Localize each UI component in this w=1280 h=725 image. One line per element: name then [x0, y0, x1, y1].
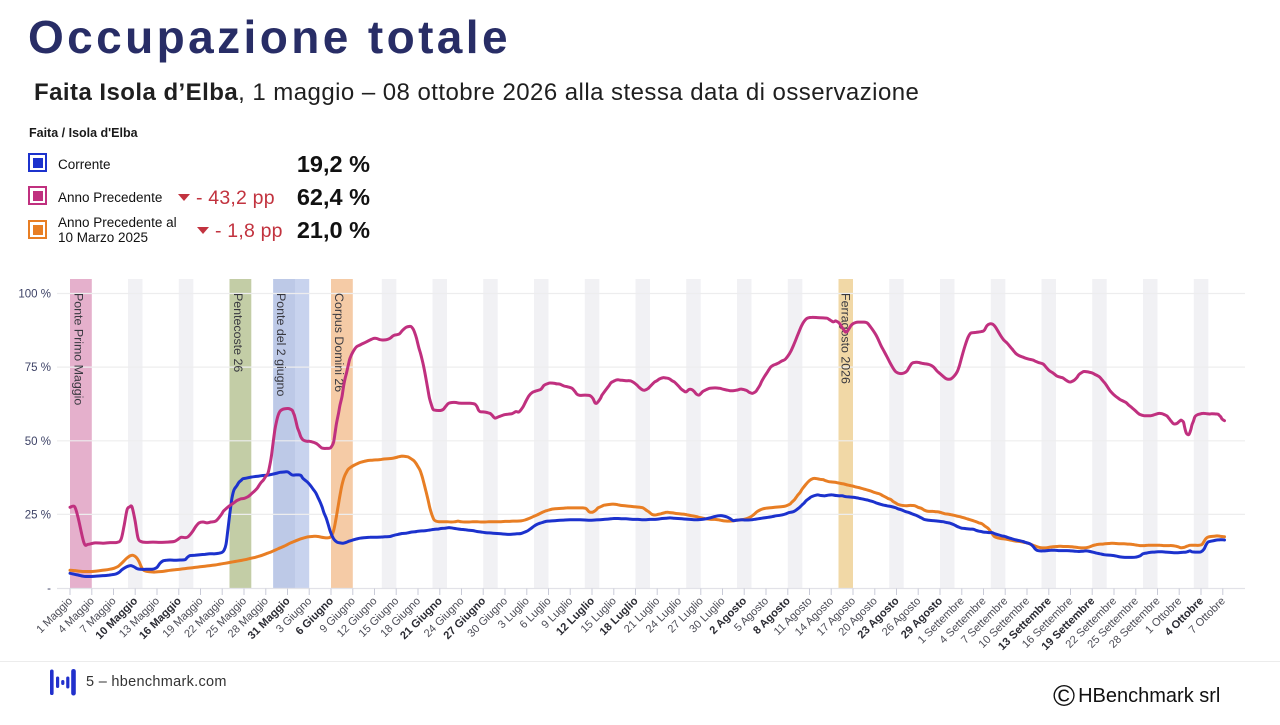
svg-text:100 %: 100 % [18, 289, 51, 301]
svg-text:Ponte Primo Maggio: Ponte Primo Maggio [72, 293, 86, 405]
svg-text:50 %: 50 % [25, 436, 51, 448]
svg-text:Pentecoste 26: Pentecoste 26 [231, 293, 245, 372]
svg-text:-: - [47, 583, 51, 595]
svg-text:Ponte del 2 giugno: Ponte del 2 giugno [274, 293, 288, 396]
svg-text:75 %: 75 % [25, 362, 51, 374]
svg-text:Ferragosto 2026: Ferragosto 2026 [839, 293, 853, 384]
svg-text:Corpus Domini 26: Corpus Domini 26 [332, 293, 346, 392]
svg-text:25 %: 25 % [25, 509, 51, 521]
